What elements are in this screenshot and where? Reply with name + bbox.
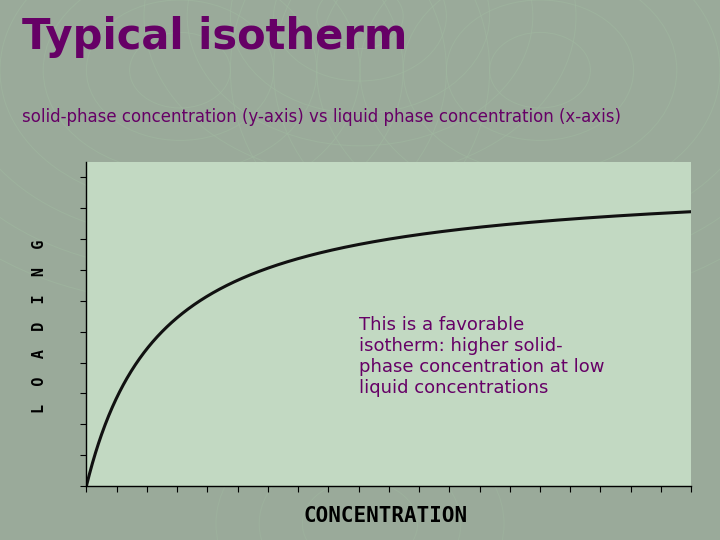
Text: CONCENTRATION: CONCENTRATION — [303, 507, 467, 526]
Text: solid-phase concentration (y-axis) vs liquid phase concentration (x-axis): solid-phase concentration (y-axis) vs li… — [22, 108, 621, 126]
Text: This is a favorable
isotherm: higher solid-
phase concentration at low
liquid co: This is a favorable isotherm: higher sol… — [359, 316, 604, 397]
Text: Typical isotherm: Typical isotherm — [22, 16, 407, 58]
Text: L  O  A  D  I  N  G: L O A D I N G — [32, 240, 47, 414]
Bar — [86, 162, 691, 486]
